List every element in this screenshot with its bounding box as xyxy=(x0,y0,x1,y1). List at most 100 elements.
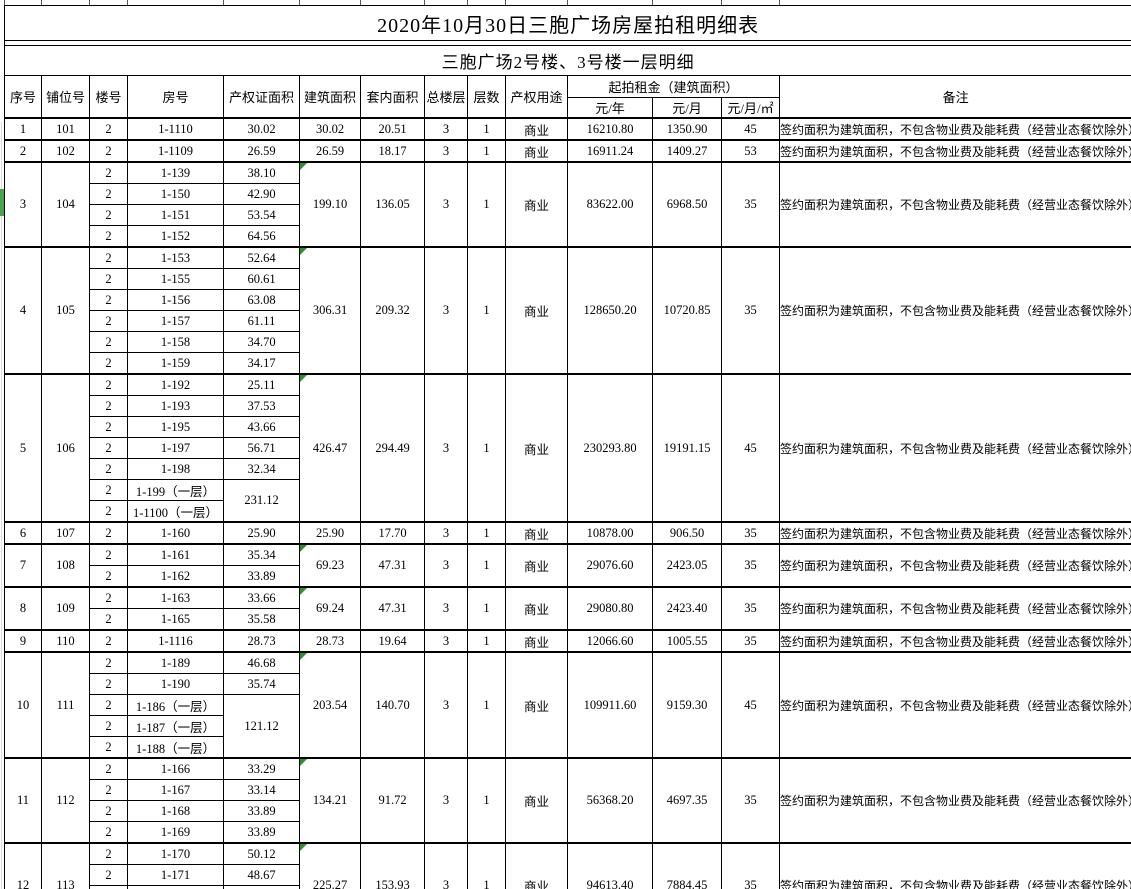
cell-room-no: 1-158 xyxy=(127,331,224,353)
table-row: 2 1-165 35.58 xyxy=(5,608,1131,631)
gridline-tick xyxy=(360,0,361,5)
cell-build-area: 199.10 xyxy=(299,161,361,248)
cell-remark: 签约面积为建筑面积，不包含物业费及能耗费（经营业态餐饮除外） xyxy=(778,246,1131,375)
table-row: 2 1-157 61.11 xyxy=(5,310,1131,332)
cell-building-no: 2 xyxy=(89,521,128,545)
cell-total-floors: 3 xyxy=(424,373,468,523)
cell-building-no: 2 xyxy=(89,161,128,184)
cell-building-no: 2 xyxy=(89,779,128,801)
table-row: 2 1-1100（一层） xyxy=(5,500,1131,523)
cell-rent-month-sqm: 35 xyxy=(721,246,780,375)
cell-floor-count: 1 xyxy=(467,521,506,545)
cell-building-no: 2 xyxy=(89,479,128,501)
table-row: 2 1-152 64.56 xyxy=(5,225,1131,248)
cell-inner-area: 136.05 xyxy=(360,161,425,248)
cell-rent-year: 12066.60 xyxy=(567,629,653,653)
cell-rent-year: 56368.20 xyxy=(567,757,653,844)
cell-building-no: 2 xyxy=(89,204,128,226)
cell-total-floors: 3 xyxy=(424,651,468,759)
cell-building-no: 2 xyxy=(89,139,128,163)
cell-room-no: 1-199（一层） xyxy=(127,479,224,501)
header-cert-area: 产权证面积 xyxy=(223,75,300,119)
cell-cert-area: 33.89 xyxy=(223,565,300,588)
cell-building-no: 2 xyxy=(89,885,128,889)
cell-rent-month: 6968.50 xyxy=(652,161,722,248)
cell-room-no: 1-161 xyxy=(127,543,224,566)
cell-rent-month-sqm: 35 xyxy=(721,543,780,588)
cell-build-area: 203.54 xyxy=(299,651,361,759)
cell-room-no: 1-192 xyxy=(127,373,224,396)
cell-property-use: 商业 xyxy=(505,651,568,759)
cell-floor-count: 1 xyxy=(467,543,506,588)
cell-building-no: 2 xyxy=(89,757,128,780)
cell-shop-no: 109 xyxy=(41,586,90,631)
cell-inner-area: 18.17 xyxy=(360,139,425,163)
gridline-tick xyxy=(721,0,722,5)
cell-room-no: 1-172 xyxy=(127,885,224,889)
cell-build-area: 25.90 xyxy=(299,521,361,545)
cell-room-no: 1-139 xyxy=(127,161,224,184)
cell-remark: 签约面积为建筑面积，不包含物业费及能耗费（经营业态餐饮除外） xyxy=(778,651,1131,759)
cell-room-no: 1-157 xyxy=(127,310,224,332)
cell-rent-month: 9159.30 xyxy=(652,651,722,759)
gridline-tick xyxy=(467,0,468,5)
cell-shop-no: 101 xyxy=(41,117,90,141)
cell-inner-area: 47.31 xyxy=(360,586,425,631)
cell-shop-no: 110 xyxy=(41,629,90,653)
table-row: 3 104 2 1-139 38.10 199.10 136.05 3 1 商业 83622.00 6… xyxy=(4,161,1131,248)
header-remark: 备注 xyxy=(778,75,1131,119)
cell-inner-area: 19.64 xyxy=(360,629,425,653)
excel-flag-triangle-icon xyxy=(300,654,307,660)
gridline-tick xyxy=(89,0,90,5)
cell-cert-area: 25.11 xyxy=(223,373,300,396)
cell-floor-count: 1 xyxy=(467,139,506,163)
cell-cert-area: 25.90 xyxy=(223,521,300,545)
cell-room-no: 1-186（一层） xyxy=(127,694,224,716)
excel-flag-triangle-icon xyxy=(300,249,307,255)
header-room-no: 房号 xyxy=(127,75,224,119)
cell-property-use: 商业 xyxy=(505,842,568,889)
cell-building-no: 2 xyxy=(89,458,128,480)
cell-shop-no: 111 xyxy=(41,651,90,759)
cell-building-no: 2 xyxy=(89,565,128,588)
cell-rent-month: 1409.27 xyxy=(652,139,722,163)
table-row: 2 1-158 34.70 xyxy=(5,331,1131,353)
table-row: 2 1-171 48.67 xyxy=(5,864,1131,886)
cell-room-no: 1-168 xyxy=(127,800,224,822)
cell-build-area: 30.02 xyxy=(299,117,361,141)
cell-remark: 签约面积为建筑面积，不包含物业费及能耗费（经营业态餐饮除外） xyxy=(778,586,1131,631)
cell-rent-month: 906.50 xyxy=(652,521,722,545)
cell-building-no: 2 xyxy=(89,183,128,205)
cell-floor-count: 1 xyxy=(467,842,506,889)
cell-building-no: 2 xyxy=(89,715,128,737)
cell-rent-month-sqm: 35 xyxy=(721,161,780,248)
cell-rent-year: 16210.80 xyxy=(567,117,653,141)
cell-building-no: 2 xyxy=(89,395,128,417)
cell-cert-area: 38.10 xyxy=(223,161,300,184)
cell-shop-no: 113 xyxy=(41,842,90,889)
cell-cert-area: 63.08 xyxy=(223,289,300,311)
cell-building-no: 2 xyxy=(89,437,128,459)
cell-room-no: 1-198 xyxy=(127,458,224,480)
cell-inner-area: 153.93 xyxy=(360,842,425,889)
cell-rent-month-sqm: 35 xyxy=(721,586,780,631)
table-row: 2 1-198 32.34 xyxy=(5,458,1131,480)
cell-shop-no: 104 xyxy=(41,161,90,248)
cell-property-use: 商业 xyxy=(505,543,568,588)
table-row: 2 102 2 1-1109 26.59 26.59 18.17 3 1 商业 16911.24 14… xyxy=(4,139,1131,163)
header-build-area: 建筑面积 xyxy=(299,75,361,119)
cell-floor-count: 1 xyxy=(467,117,506,141)
cell-cert-area: 33.29 xyxy=(223,757,300,780)
cell-cert-area: 33.66 xyxy=(223,586,300,609)
header-total-floors: 总楼层 xyxy=(424,75,468,119)
cell-building-no: 2 xyxy=(89,864,128,886)
cell-total-floors: 3 xyxy=(424,139,468,163)
cell-seq: 12 xyxy=(4,842,42,889)
cell-cert-area: 42.90 xyxy=(223,183,300,205)
cell-building-no: 2 xyxy=(89,268,128,290)
cell-shop-no: 107 xyxy=(41,521,90,545)
cell-floor-count: 1 xyxy=(467,586,506,631)
table-row: 2 1-190 35.74 xyxy=(5,673,1131,695)
cell-total-floors: 3 xyxy=(424,161,468,248)
table-row: 2 1-193 37.53 xyxy=(5,395,1131,417)
